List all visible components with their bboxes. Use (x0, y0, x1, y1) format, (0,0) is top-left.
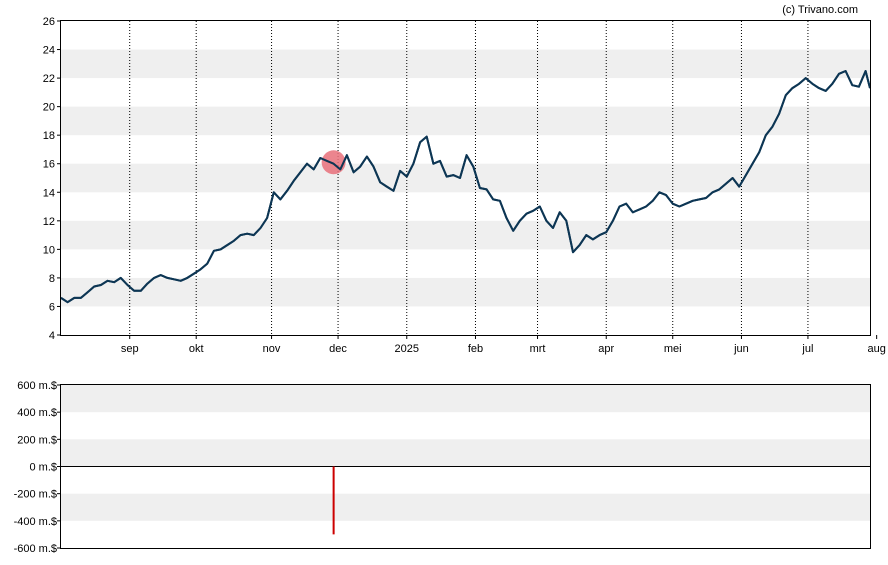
volume-y-tick-label: -600 m.$ (14, 543, 57, 555)
volume-band (61, 493, 870, 521)
x-tick-label: mei (664, 343, 682, 355)
main-chart-frame (60, 20, 871, 336)
volume-band (61, 439, 870, 467)
y-tick-label: 20 (43, 102, 55, 114)
volume-chart-y-axis: -600 m.$ -400 m.$ -200 m.$ 0 m.$ 200 m.$ 400 … (14, 380, 61, 555)
main-chart-marker-layer (60, 70, 871, 304)
y-tick-label: 14 (43, 187, 55, 199)
main-chart-x-axis: sep okt nov dec 2025 feb mrt apr mei jun jul aug (121, 335, 886, 355)
x-tick-label: mrt (530, 343, 546, 355)
main-chart-bands (61, 49, 870, 307)
y-tick-label: 12 (43, 216, 55, 228)
x-tick-label: dec (329, 343, 347, 355)
volume-y-tick-label: 400 m.$ (17, 407, 57, 419)
y-tick-label: 18 (43, 130, 55, 142)
volume-y-tick-label: 600 m.$ (17, 380, 57, 392)
x-tick-label: sep (121, 343, 139, 355)
main-chart-y-axis: 4 6 8 10 12 14 16 18 20 22 24 26 (43, 16, 61, 342)
highlight-marker (321, 150, 346, 175)
y-tick-label: 4 (49, 330, 55, 342)
volume-band (61, 385, 870, 413)
volume-y-tick-label: -200 m.$ (14, 489, 57, 501)
y-tick-label: 22 (43, 73, 55, 85)
x-tick-label: jul (801, 343, 813, 355)
price-line-overlay (60, 70, 871, 304)
volume-y-tick-label: 200 m.$ (17, 434, 57, 446)
x-tick-label: jun (733, 343, 749, 355)
x-tick-label: nov (263, 343, 281, 355)
y-tick-label: 8 (49, 273, 55, 285)
y-tick-label: 16 (43, 159, 55, 171)
volume-y-tick-label: -400 m.$ (14, 516, 57, 528)
y-tick-label: 6 (49, 301, 55, 313)
main-band (61, 106, 870, 136)
volume-y-tick-label: 0 m.$ (29, 462, 57, 474)
main-chart-vertical-grid (129, 21, 809, 335)
y-tick-label: 10 (43, 244, 55, 256)
main-band (61, 49, 870, 79)
y-tick-label: 24 (43, 45, 55, 57)
main-band (61, 277, 870, 307)
x-tick-label: aug (867, 343, 885, 355)
y-tick-label: 26 (43, 16, 55, 28)
main-band (61, 220, 870, 250)
x-tick-label: okt (189, 343, 204, 355)
credit-label: (c) Trivano.com (782, 4, 858, 16)
volume-chart-bands (61, 385, 870, 521)
main-band (61, 163, 870, 193)
x-tick-label: feb (468, 343, 483, 355)
x-tick-label: apr (598, 343, 614, 355)
x-tick-label: 2025 (395, 343, 419, 355)
